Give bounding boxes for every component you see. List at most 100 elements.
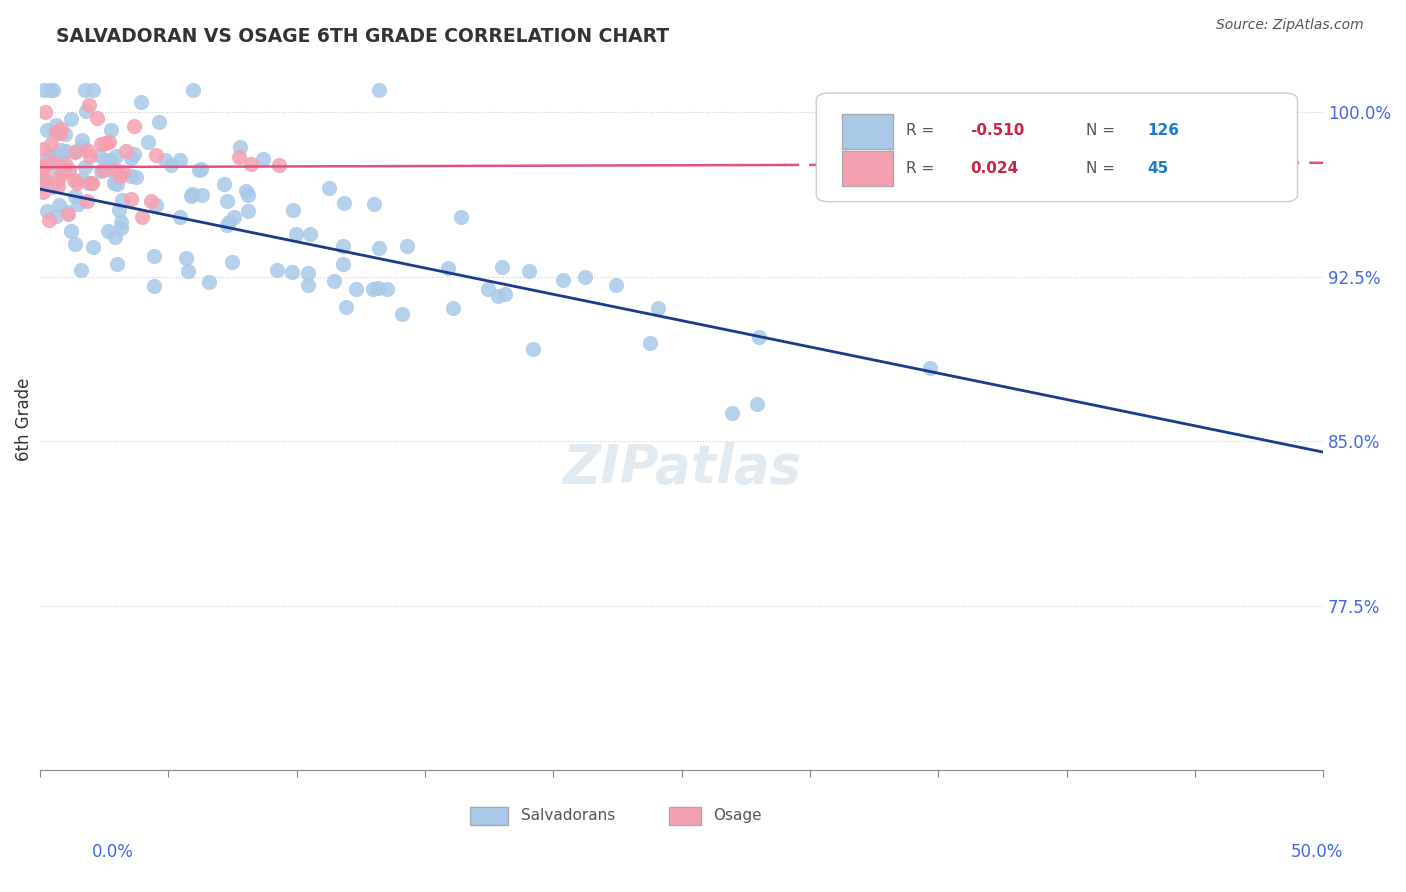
Point [180, 188, 202, 202]
Point [31, 161, 53, 175]
Point [267, 157, 290, 171]
Point [517, 264, 540, 278]
Point [35, 204, 58, 219]
Point [105, 257, 128, 271]
Point [91, 163, 114, 178]
Point [100, 163, 122, 178]
Point [75, 103, 97, 118]
Text: N =: N = [1085, 123, 1119, 137]
Point [62, 173, 84, 187]
Point [53, 127, 76, 141]
Point [748, 330, 770, 344]
Point [63, 237, 86, 252]
Text: 45: 45 [1147, 161, 1168, 177]
Point [229, 139, 252, 153]
Point [31, 178, 53, 192]
Text: 126: 126 [1147, 123, 1180, 137]
Point [318, 181, 340, 195]
Point [217, 218, 239, 232]
Point [45, 210, 67, 224]
Point [110, 169, 132, 183]
Text: Salvadorans: Salvadorans [522, 808, 616, 823]
Point [41, 179, 63, 194]
Point [42, 83, 65, 97]
Point [281, 203, 304, 218]
Point [39, 136, 62, 151]
Point [48, 172, 70, 186]
Text: 0.0%: 0.0% [91, 843, 134, 861]
Point [38, 83, 60, 97]
Point [75, 83, 97, 97]
Point [90, 136, 112, 151]
Point [332, 195, 354, 210]
Point [285, 227, 308, 242]
Bar [470, 807, 509, 824]
Point [79, 149, 101, 163]
Point [70, 263, 93, 277]
Text: N =: N = [1085, 161, 1119, 177]
Point [368, 241, 391, 255]
Point [221, 255, 243, 269]
Point [110, 221, 132, 235]
Text: R =: R = [905, 161, 939, 177]
Point [367, 281, 389, 295]
Point [236, 204, 259, 219]
Point [145, 198, 167, 212]
Point [112, 165, 135, 179]
Point [266, 263, 288, 277]
Point [299, 227, 322, 241]
Point [49, 121, 72, 136]
Point [65, 145, 87, 159]
Point [31, 142, 53, 156]
Point [120, 169, 142, 184]
Point [107, 202, 129, 217]
Point [450, 210, 472, 224]
Point [322, 274, 344, 288]
Point [31, 172, 53, 186]
Point [122, 119, 145, 133]
Point [437, 260, 460, 275]
Point [53, 157, 76, 171]
Point [191, 187, 214, 202]
Point [98, 135, 121, 149]
Point [41, 154, 63, 169]
Point [122, 147, 145, 161]
Point [553, 273, 575, 287]
Point [45, 125, 67, 139]
Point [332, 257, 354, 271]
Point [148, 115, 170, 129]
Point [494, 286, 516, 301]
Bar [842, 152, 893, 186]
Point [32, 83, 55, 97]
Point [49, 143, 72, 157]
Point [239, 157, 262, 171]
Point [188, 163, 211, 178]
Text: -0.510: -0.510 [970, 123, 1025, 137]
Point [82, 240, 104, 254]
Point [72, 139, 94, 153]
Point [361, 282, 384, 296]
Point [52, 162, 75, 177]
Point [63, 189, 86, 203]
Point [105, 149, 128, 163]
Point [70, 133, 93, 147]
Point [228, 150, 250, 164]
Point [111, 194, 134, 208]
Point [73, 160, 96, 174]
Point [491, 260, 513, 275]
Text: 0.024: 0.024 [970, 161, 1018, 177]
Point [215, 194, 238, 209]
Point [198, 275, 221, 289]
Point [67, 197, 90, 211]
Point [574, 270, 596, 285]
Point [45, 118, 67, 132]
Point [55, 144, 77, 158]
Point [174, 252, 197, 266]
Point [190, 161, 212, 176]
Point [131, 210, 153, 224]
Point [34, 104, 56, 119]
Point [55, 204, 77, 219]
Point [105, 162, 128, 177]
Point [80, 176, 103, 190]
Point [46, 178, 69, 193]
